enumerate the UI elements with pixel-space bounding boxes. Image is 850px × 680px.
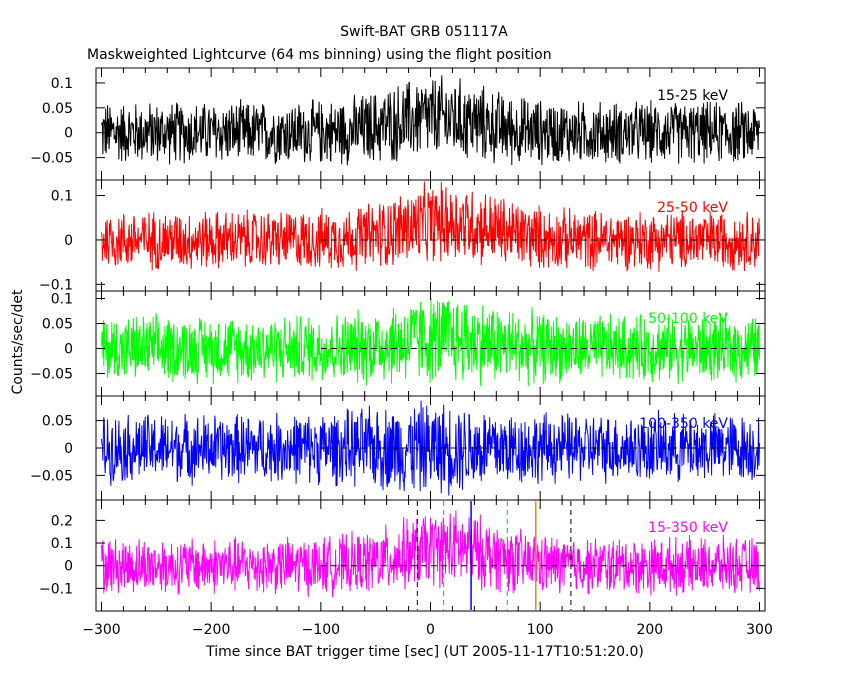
y-tick-label: 0.1 — [51, 292, 73, 308]
y-tick-label: 0 — [64, 559, 73, 575]
energy-band-label: 15-350 keV — [648, 520, 728, 536]
y-tick-label: 0.05 — [42, 414, 73, 430]
y-tick-label: 0.05 — [42, 317, 73, 333]
energy-band-label: 100-350 keV — [639, 416, 728, 432]
y-tick-label: 0.05 — [42, 101, 73, 117]
panel-3: 0.1 0.05 0 −0.05 50-100 keV — [30, 290, 766, 397]
y-tick-label: 0 — [64, 441, 73, 457]
y-tick-label: 0.1 — [51, 76, 73, 92]
energy-band-label: 25-50 keV — [657, 200, 728, 216]
panel-2: 0.1 0 −0.1 25-50 keV — [39, 179, 766, 293]
panel-4: 0.05 0 −0.05 100-350 keV — [30, 395, 766, 501]
x-axis-label: Time since BAT trigger time [sec] (UT 20… — [205, 644, 644, 660]
y-tick-label: −0.1 — [39, 277, 73, 293]
y-axis-label: Counts/sec/det — [10, 289, 26, 394]
lightcurve-series — [101, 297, 760, 387]
x-tick-label: −200 — [192, 622, 230, 638]
panel-1: 0.1 0.05 0 −0.05 15-25 keV — [30, 67, 766, 181]
x-tick-label: 300 — [746, 622, 773, 638]
panel-5: 0.2 0.1 0 −0.1 15-350 keV −300 −200 −100 0 100 200… — [39, 499, 773, 638]
y-tick-label: 0.2 — [51, 513, 73, 529]
y-tick-label: 0 — [64, 233, 73, 249]
y-tick-label: 0 — [64, 342, 73, 358]
x-tick-label: 100 — [527, 622, 554, 638]
y-tick-label: 0.1 — [51, 536, 73, 552]
y-tick-label: 0 — [64, 126, 73, 142]
x-tick-label: 200 — [636, 622, 663, 638]
y-tick-label: 0.1 — [51, 189, 73, 205]
x-tick-label: −300 — [82, 622, 120, 638]
y-tick-label: −0.05 — [30, 468, 73, 484]
energy-band-label: 15-25 keV — [657, 88, 728, 104]
lightcurve-series — [101, 75, 760, 166]
lightcurve-series — [101, 400, 760, 496]
y-tick-label: −0.1 — [39, 581, 73, 597]
lightcurve-series — [101, 510, 760, 598]
x-tick-label: 0 — [426, 622, 435, 638]
y-tick-label: −0.05 — [30, 367, 73, 383]
y-tick-label: −0.05 — [30, 151, 73, 167]
x-tick-label: −100 — [302, 622, 340, 638]
figure-title: Swift-BAT GRB 051117A — [340, 24, 508, 40]
lightcurve-series — [101, 181, 760, 272]
energy-band-label: 50-100 keV — [648, 311, 728, 327]
figure-subtitle: Maskweighted Lightcurve (64 ms binning) … — [87, 47, 552, 63]
